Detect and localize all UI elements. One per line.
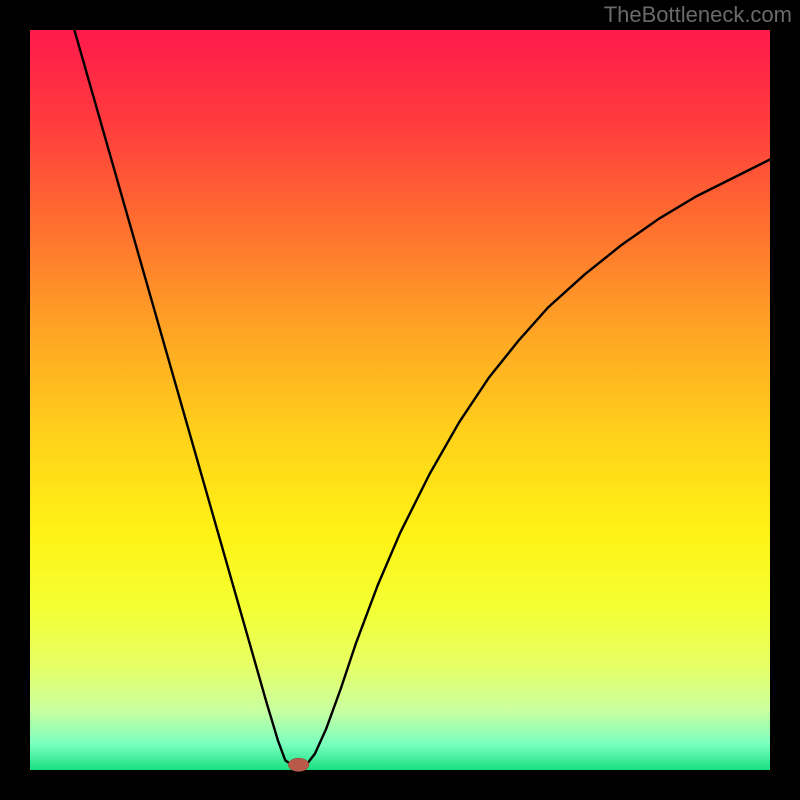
bottleneck-chart bbox=[0, 0, 800, 800]
watermark-text: TheBottleneck.com bbox=[604, 2, 792, 28]
chart-frame: TheBottleneck.com bbox=[0, 0, 800, 800]
